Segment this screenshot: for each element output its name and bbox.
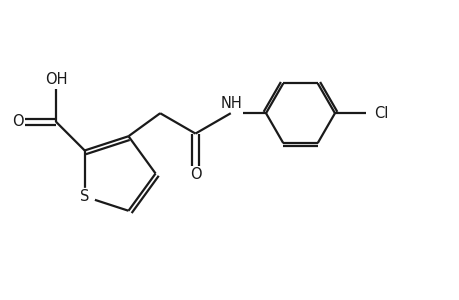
Text: Cl: Cl: [373, 106, 388, 121]
Text: S: S: [80, 189, 89, 204]
Text: OH: OH: [45, 72, 67, 87]
Text: NH: NH: [220, 96, 242, 111]
Text: O: O: [189, 167, 201, 182]
Text: O: O: [12, 114, 24, 129]
